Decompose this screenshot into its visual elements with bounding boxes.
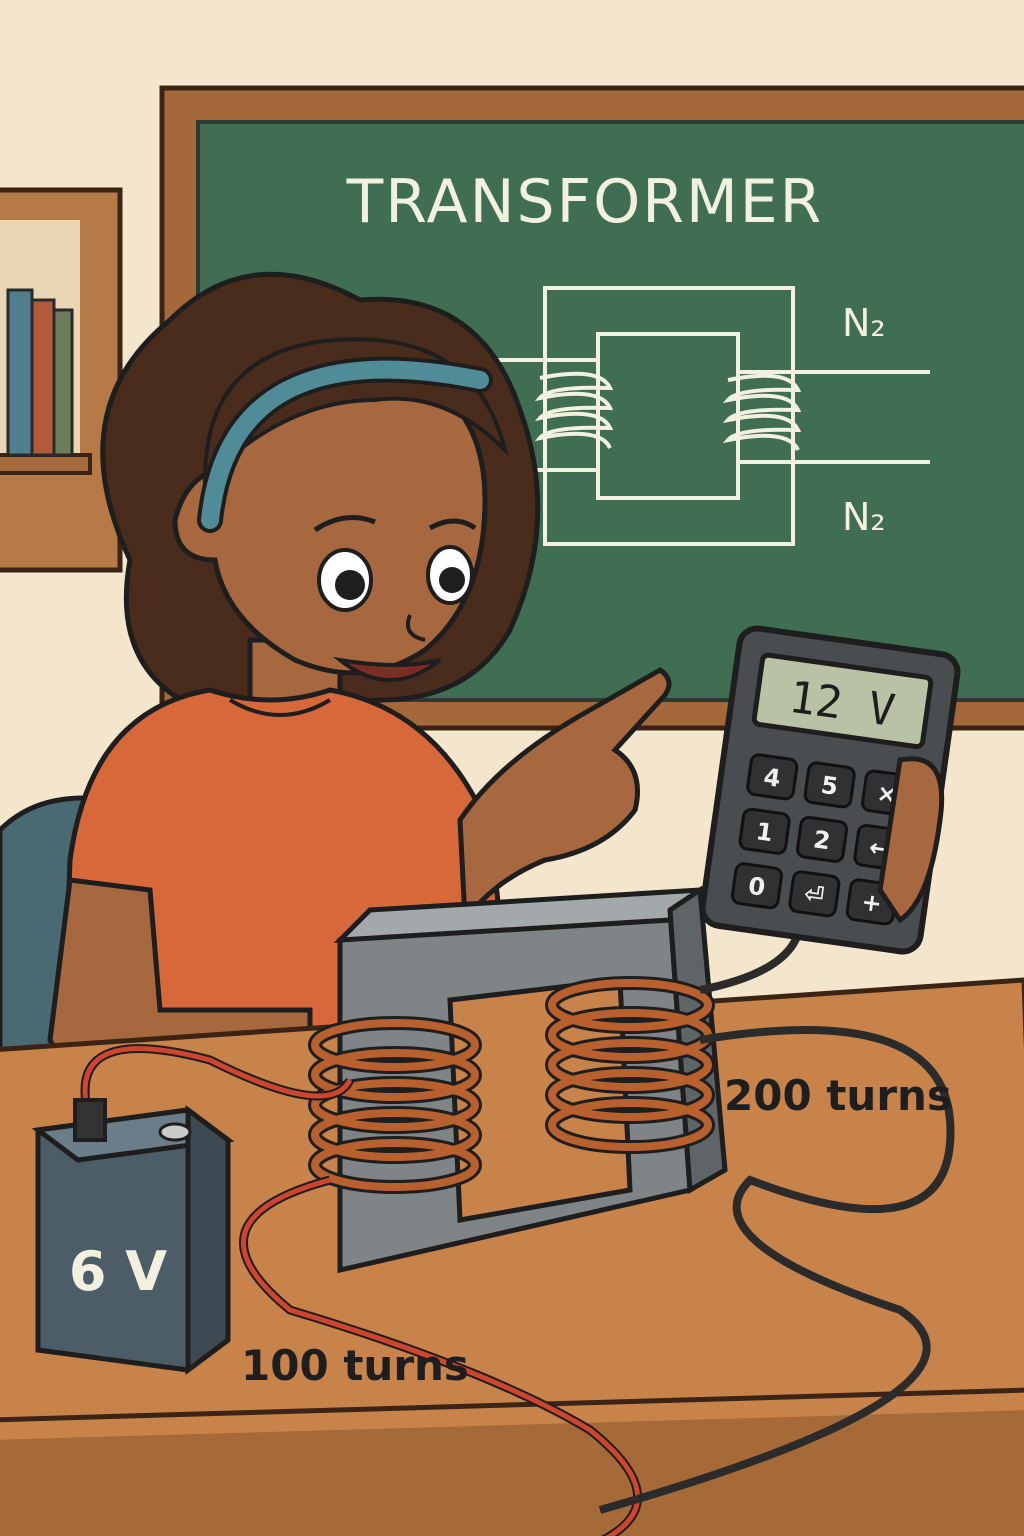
secondary-coil-label: 200 turns xyxy=(724,1071,952,1120)
meter-key[interactable] xyxy=(746,753,799,801)
meter-key-label: 1 xyxy=(754,817,774,847)
chalkboard-title: TRANSFORMER xyxy=(346,167,824,237)
meter-key[interactable] xyxy=(738,807,791,855)
chalkboard-top-label: N₂ xyxy=(842,301,886,345)
primary-coil-label: 100 turns xyxy=(241,1341,469,1390)
battery: 6 V xyxy=(31,1098,235,1375)
meter-key[interactable] xyxy=(788,870,841,918)
meter-key[interactable] xyxy=(796,815,849,863)
primary-coil xyxy=(308,1016,482,1194)
mouth xyxy=(332,656,442,682)
headband xyxy=(201,360,489,529)
meter-key-label: 2 xyxy=(812,825,832,855)
voltage-meter: 12 V 4 5 ×1 2 ←0 ⏎ + xyxy=(699,625,961,955)
meter-key[interactable] xyxy=(803,761,856,809)
meter-key-label: + xyxy=(860,888,884,919)
meter-display xyxy=(751,652,934,750)
pointing-hand xyxy=(457,667,672,928)
meter-key-label: ⏎ xyxy=(802,880,826,911)
meter-key[interactable] xyxy=(730,862,783,910)
transformer-diagram xyxy=(490,286,930,546)
battery-label: 6 V xyxy=(69,1240,167,1303)
battery-terminal xyxy=(73,1098,107,1142)
chalkboard-bottom-label: N₂ xyxy=(842,495,886,539)
meter-key-label: 5 xyxy=(819,771,839,801)
holding-hand xyxy=(877,756,945,924)
bookshelf xyxy=(0,187,123,573)
meter-key-label: 4 xyxy=(762,763,782,793)
meter-key-label: 0 xyxy=(747,872,767,902)
